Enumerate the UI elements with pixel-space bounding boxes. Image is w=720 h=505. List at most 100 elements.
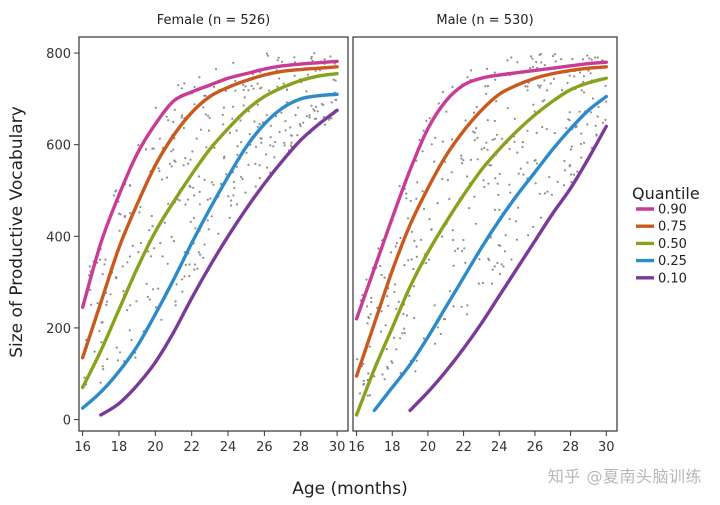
scatter-point [477,282,480,285]
scatter-point [530,55,533,58]
scatter-point [521,145,524,149]
scatter-point [461,162,464,165]
scatter-point [433,304,436,307]
panel-female: Female (n = 526) 16 18 20 22 24 26 28 30 0 200 400 6… [46,13,349,455]
scatter-point [323,58,326,61]
scatter-point [407,259,410,262]
scatter-point [204,94,208,97]
scatter-point [199,253,202,256]
scatter-point [408,294,411,297]
scatter-point [258,177,261,180]
series-line-0-50 [354,76,608,417]
scatter-point [460,154,463,157]
scatter-point [433,160,436,163]
scatter-point [368,394,372,397]
scatter-point [289,144,292,147]
scatter-point [470,69,473,72]
scatter-point [310,57,313,60]
scatter-point [491,138,494,141]
scatter-point [181,278,184,281]
scatter-point [532,225,535,228]
scatter-point [221,113,224,116]
scatter-point [415,197,418,200]
scatter-point [450,171,453,174]
scatter-point [189,158,192,161]
scatter-point [209,197,212,200]
scatter-point [421,190,424,193]
scatter-point [298,123,302,126]
scatter-point [539,216,543,219]
scatter-point [565,127,568,130]
scatter-point [489,236,492,239]
scatter-point [172,120,175,124]
scatter-point [363,382,366,385]
scatter-point [591,97,595,100]
scatter-point [366,322,369,325]
scatter-point [581,58,585,61]
scatter-point [476,136,479,140]
scatter-point [368,345,371,348]
scatter-point [188,274,191,278]
scatter-point [422,337,425,340]
scatter-point [460,305,463,308]
scatter-point [413,239,416,242]
scatter-point [509,191,512,194]
scatter-point [180,87,183,90]
scatter-point [165,176,169,179]
scatter-point [556,180,559,183]
scatter-point [531,65,535,69]
scatter-point [481,281,484,284]
scatter-point [277,56,280,59]
scatter-point [409,199,412,203]
scatter-point [579,71,582,74]
scatter-point [415,255,418,258]
scatter-point [126,261,129,264]
scatter-point [302,121,305,124]
scatter-point [553,53,557,56]
scatter-point [490,164,493,167]
scatter-point [405,314,408,317]
scatter-point [588,57,591,60]
scatter-point [497,193,500,196]
scatter-point [535,60,538,64]
scatter-point [462,159,465,162]
scatter-point [250,84,253,88]
scatter-point [535,162,539,165]
scatter-point [316,110,319,113]
scatter-point [502,265,505,268]
scatter-point [571,58,574,61]
scatter-point [394,245,397,248]
scatter-point [539,84,542,87]
scatter-point [410,230,413,233]
scatter-point [498,208,501,211]
scatter-point [510,258,513,261]
scatter-point [546,89,549,92]
scatter-point [148,229,151,232]
scatter-point [256,103,259,106]
scatter-point [166,262,169,265]
scatter-point [100,321,103,324]
scatter-point [105,300,109,303]
scatter-point [543,192,547,195]
scatter-point [421,150,424,153]
scatter-point [529,67,532,70]
scatter-point [293,74,296,77]
scatter-point [425,261,428,264]
y-tick-label: 600 [46,139,71,154]
scatter-point [160,178,164,181]
scatter-point [462,238,465,242]
scatter-point [531,57,534,60]
panel-title: Male (n = 530) [436,13,533,28]
scatter-point [498,172,501,176]
scatter-point [390,360,393,363]
scatter-point [235,165,238,168]
scatter-point [573,75,576,78]
scatter-point [335,98,338,101]
scatter-point [188,263,191,266]
scatter-point [206,198,209,201]
scatter-point [596,115,599,118]
scatter-point [362,362,365,365]
scatter-point [448,290,452,293]
scatter-point [496,182,499,185]
scatter-point [543,64,546,67]
